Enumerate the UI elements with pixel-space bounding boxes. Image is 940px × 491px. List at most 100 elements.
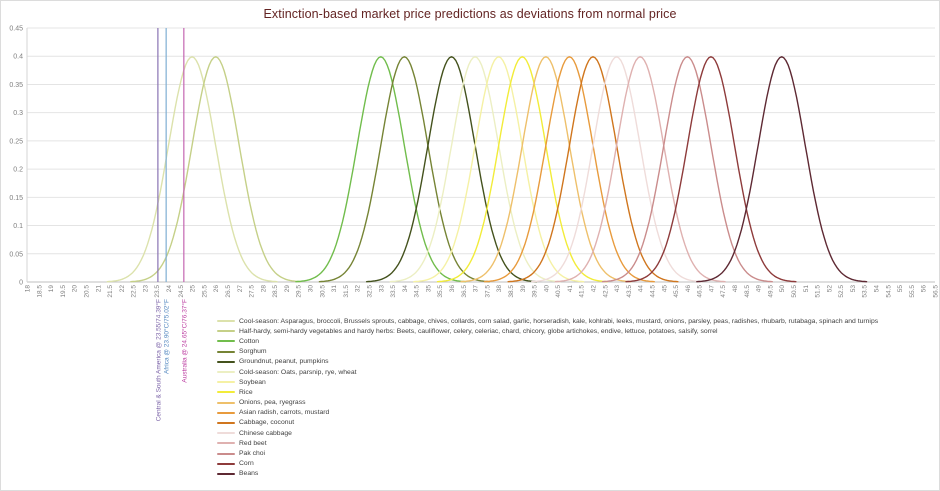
x-tick-label: 50 — [779, 285, 786, 293]
legend-swatch — [217, 472, 235, 475]
x-tick-label: 19.5 — [60, 285, 67, 298]
series-curve-8 — [436, 56, 608, 283]
x-tick-label: 18.5 — [36, 285, 43, 298]
x-tick-label: 35.5 — [437, 285, 444, 298]
x-tick-label: 29.5 — [296, 285, 303, 298]
threshold-label: Australia @ 24.65°C/76.37°F — [180, 299, 188, 383]
x-tick-label: 46.5 — [697, 285, 704, 298]
legend-label: Half-hardy, semi-hardy vegetables and ha… — [239, 327, 718, 335]
legend-label: Chinese cabbage — [239, 429, 292, 437]
legend-item: Rice — [217, 387, 878, 397]
x-tick-label: 55.5 — [909, 285, 916, 298]
legend-swatch — [217, 350, 235, 353]
x-tick-label: 39 — [520, 285, 527, 293]
x-tick-label: 18 — [25, 285, 32, 293]
x-tick-label: 45 — [661, 285, 668, 293]
chart-title: Extinction-based market price prediction… — [263, 7, 677, 21]
legend-label: Asian radish, carrots, mustard — [239, 409, 330, 417]
x-tick-label: 28 — [260, 285, 267, 293]
series-curve-11 — [507, 56, 679, 283]
legend-label: Groundnut, peanut, pumpkins — [239, 358, 329, 366]
series-curve-2 — [130, 56, 302, 283]
x-tick-label: 32.5 — [366, 285, 373, 298]
x-tick-label: 29 — [284, 285, 291, 293]
legend-swatch — [217, 421, 235, 424]
series-curve-16 — [696, 56, 868, 283]
y-tick-label: 0.05 — [9, 251, 23, 258]
legend-swatch — [217, 381, 235, 384]
x-tick-label: 39.5 — [532, 285, 539, 298]
y-tick-label: 0.15 — [9, 195, 23, 202]
legend-label: Pak choi — [239, 450, 266, 458]
threshold-label: Africa @ 23.90°C/75.02°F — [163, 299, 171, 374]
x-tick-label: 52.5 — [838, 285, 845, 298]
y-tick-label: 0.35 — [9, 82, 23, 89]
x-tick-label: 26 — [213, 285, 220, 293]
x-tick-label: 31 — [331, 285, 338, 293]
x-tick-label: 25.5 — [201, 285, 208, 298]
x-tick-label: 20.5 — [83, 285, 90, 298]
legend-label: Cotton — [239, 337, 260, 345]
legend-swatch — [217, 330, 235, 333]
legend-label: Sorghum — [239, 348, 267, 356]
series-curve-7 — [413, 56, 585, 283]
x-tick-label: 54 — [874, 285, 881, 293]
legend-item: Chinese cabbage — [217, 428, 878, 438]
x-tick-label: 45.5 — [673, 285, 680, 298]
x-tick-label: 53.5 — [862, 285, 869, 298]
legend-label: Onions, pea, ryegrass — [239, 399, 306, 407]
x-tick-label: 34.5 — [414, 285, 421, 298]
x-tick-label: 41.5 — [579, 285, 586, 298]
legend-swatch — [217, 340, 235, 343]
x-tick-label: 37.5 — [484, 285, 491, 298]
legend-swatch — [217, 462, 235, 465]
legend-label: Cool-season: Asparagus, broccoli, Brusse… — [239, 317, 879, 325]
x-tick-label: 25 — [190, 285, 197, 293]
x-tick-label: 34 — [402, 285, 409, 293]
x-tick-label: 23.5 — [154, 285, 161, 298]
y-tick-label: 0.4 — [13, 54, 23, 61]
legend-item: Half-hardy, semi-hardy vegetables and ha… — [217, 326, 878, 336]
legend-swatch — [217, 411, 235, 414]
x-tick-label: 40.5 — [555, 285, 562, 298]
legend-item: Soybean — [217, 377, 878, 387]
series-curve-15 — [625, 56, 797, 283]
series-curve-6 — [389, 56, 561, 283]
x-tick-label: 19 — [48, 285, 55, 293]
legend-label: Cold-season: Oats, parsnip, rye, wheat — [239, 368, 357, 376]
legend-item: Cold-season: Oats, parsnip, rye, wheat — [217, 367, 878, 377]
x-tick-label: 26.5 — [225, 285, 232, 298]
y-tick-label: 0.1 — [13, 223, 23, 230]
y-tick-label: 0.2 — [13, 167, 23, 174]
y-tick-label: 0.25 — [9, 138, 23, 145]
x-tick-label: 32 — [355, 285, 362, 293]
x-tick-label: 44.5 — [649, 285, 656, 298]
legend-swatch — [217, 371, 235, 374]
legend-swatch — [217, 360, 235, 363]
x-tick-label: 36 — [449, 285, 456, 293]
x-tick-label: 22 — [119, 285, 126, 293]
x-tick-label: 40 — [543, 285, 550, 293]
legend: Cool-season: Asparagus, broccoli, Brusse… — [217, 316, 878, 479]
legend-label: Rice — [239, 388, 253, 396]
x-tick-label: 47.5 — [720, 285, 727, 298]
legend-label: Cabbage, coconut — [239, 419, 295, 427]
x-tick-label: 44 — [638, 285, 645, 293]
series-curve-3 — [295, 56, 467, 283]
y-tick-label: 0.3 — [13, 110, 23, 117]
x-tick-label: 55 — [897, 285, 904, 293]
x-tick-label: 48.5 — [744, 285, 751, 298]
series-curve-1 — [106, 56, 278, 283]
legend-item: Sorghum — [217, 347, 878, 357]
x-tick-label: 48 — [732, 285, 739, 293]
x-tick-label: 30.5 — [319, 285, 326, 298]
legend-swatch — [217, 320, 235, 323]
legend-label: Corn — [239, 460, 254, 468]
x-tick-label: 53 — [850, 285, 857, 293]
x-tick-label: 38 — [496, 285, 503, 293]
legend-swatch — [217, 432, 235, 435]
legend-swatch — [217, 452, 235, 455]
series-curve-13 — [554, 56, 726, 283]
x-tick-label: 42 — [591, 285, 598, 293]
